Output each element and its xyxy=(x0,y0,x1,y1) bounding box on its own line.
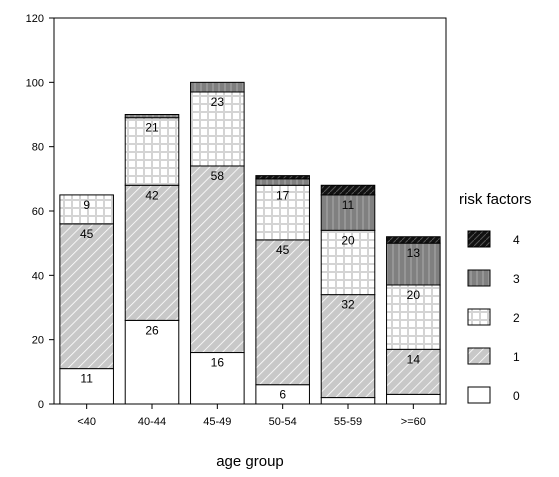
bar-segment-1 xyxy=(190,165,245,354)
x-tick-label: 40-44 xyxy=(138,416,166,428)
x-tick-label: 50-54 xyxy=(269,416,297,428)
bar-segment-1 xyxy=(386,348,441,395)
data-label: 9 xyxy=(83,198,90,212)
y-tick-label: 100 xyxy=(26,77,44,89)
x-axis: <40 40-44 45-49 50-54 55-59 >=60 xyxy=(77,404,426,428)
bar-segment-4 xyxy=(386,236,441,244)
y-tick-label: 0 xyxy=(38,399,44,411)
bar-segment-3 xyxy=(124,114,180,119)
data-label: 11 xyxy=(80,372,93,386)
bar-segment-2 xyxy=(124,117,180,186)
bar-segment-0 xyxy=(124,319,180,405)
legend-swatch-2 xyxy=(467,308,491,326)
legend-label: 1 xyxy=(513,350,520,364)
bar-segment-4 xyxy=(255,175,310,180)
legend-label: 3 xyxy=(513,272,520,286)
legend-label: 4 xyxy=(513,233,520,247)
bars-group: 11 45 9 26 42 21 16 58 23 6 45 17 32 20 11 14 20 13 xyxy=(59,81,441,405)
data-label: 13 xyxy=(407,246,421,260)
bar-segment-3 xyxy=(386,242,441,286)
legend-swatch-0 xyxy=(467,386,491,404)
x-tick-label: <40 xyxy=(77,416,96,428)
y-tick-label: 120 xyxy=(26,13,44,25)
data-label: 42 xyxy=(145,188,159,202)
data-label: 20 xyxy=(341,233,355,247)
bar-segment-2 xyxy=(59,194,114,225)
x-tick-label: 55-59 xyxy=(334,416,362,428)
bar-segment-1 xyxy=(320,294,376,399)
data-label: 23 xyxy=(211,95,225,109)
data-label: 14 xyxy=(407,352,421,366)
bar-segment-2 xyxy=(386,284,441,350)
y-tick-label: 60 xyxy=(32,206,44,218)
data-label: 11 xyxy=(342,198,355,212)
legend-label: 2 xyxy=(513,311,520,325)
legend: risk factors 4 3 2 1 0 xyxy=(459,191,532,404)
data-label: 17 xyxy=(276,188,290,202)
legend-title: risk factors xyxy=(459,191,532,208)
bar-segment-2 xyxy=(190,91,245,167)
data-label: 20 xyxy=(407,288,421,302)
bar-segment-2 xyxy=(255,184,310,241)
bar-segment-0 xyxy=(320,397,376,405)
legend-swatch-1 xyxy=(467,347,491,365)
bar-segment-3 xyxy=(190,81,245,93)
y-tick-label: 80 xyxy=(32,142,44,154)
y-axis: 0 20 40 60 80 100 120 xyxy=(26,13,54,411)
data-label: 45 xyxy=(276,243,290,257)
x-tick-label: 45-49 xyxy=(203,416,231,428)
data-label: 26 xyxy=(145,323,159,337)
y-tick-label: 40 xyxy=(32,270,44,282)
bar-segment-4 xyxy=(320,184,376,196)
data-label: 6 xyxy=(279,388,286,402)
y-tick-label: 20 xyxy=(32,335,44,347)
bar-segment-1 xyxy=(59,223,114,370)
data-label: 32 xyxy=(341,298,355,312)
x-tick-label: >=60 xyxy=(401,416,426,428)
data-label: 45 xyxy=(80,227,94,241)
bar-segment-0 xyxy=(386,393,441,405)
legend-swatch-4 xyxy=(467,230,491,248)
data-label: 58 xyxy=(211,169,225,183)
bar-segment-1 xyxy=(124,184,180,321)
legend-label: 0 xyxy=(513,389,520,403)
bar-segment-0 xyxy=(190,352,245,405)
bar-segment-2 xyxy=(320,229,376,296)
bar-segment-3 xyxy=(255,178,310,186)
x-axis-title: age group xyxy=(216,453,284,470)
data-label: 16 xyxy=(211,356,225,370)
data-label: 21 xyxy=(145,121,159,135)
bar-segment-1 xyxy=(255,239,310,386)
legend-swatch-3 xyxy=(467,269,491,287)
